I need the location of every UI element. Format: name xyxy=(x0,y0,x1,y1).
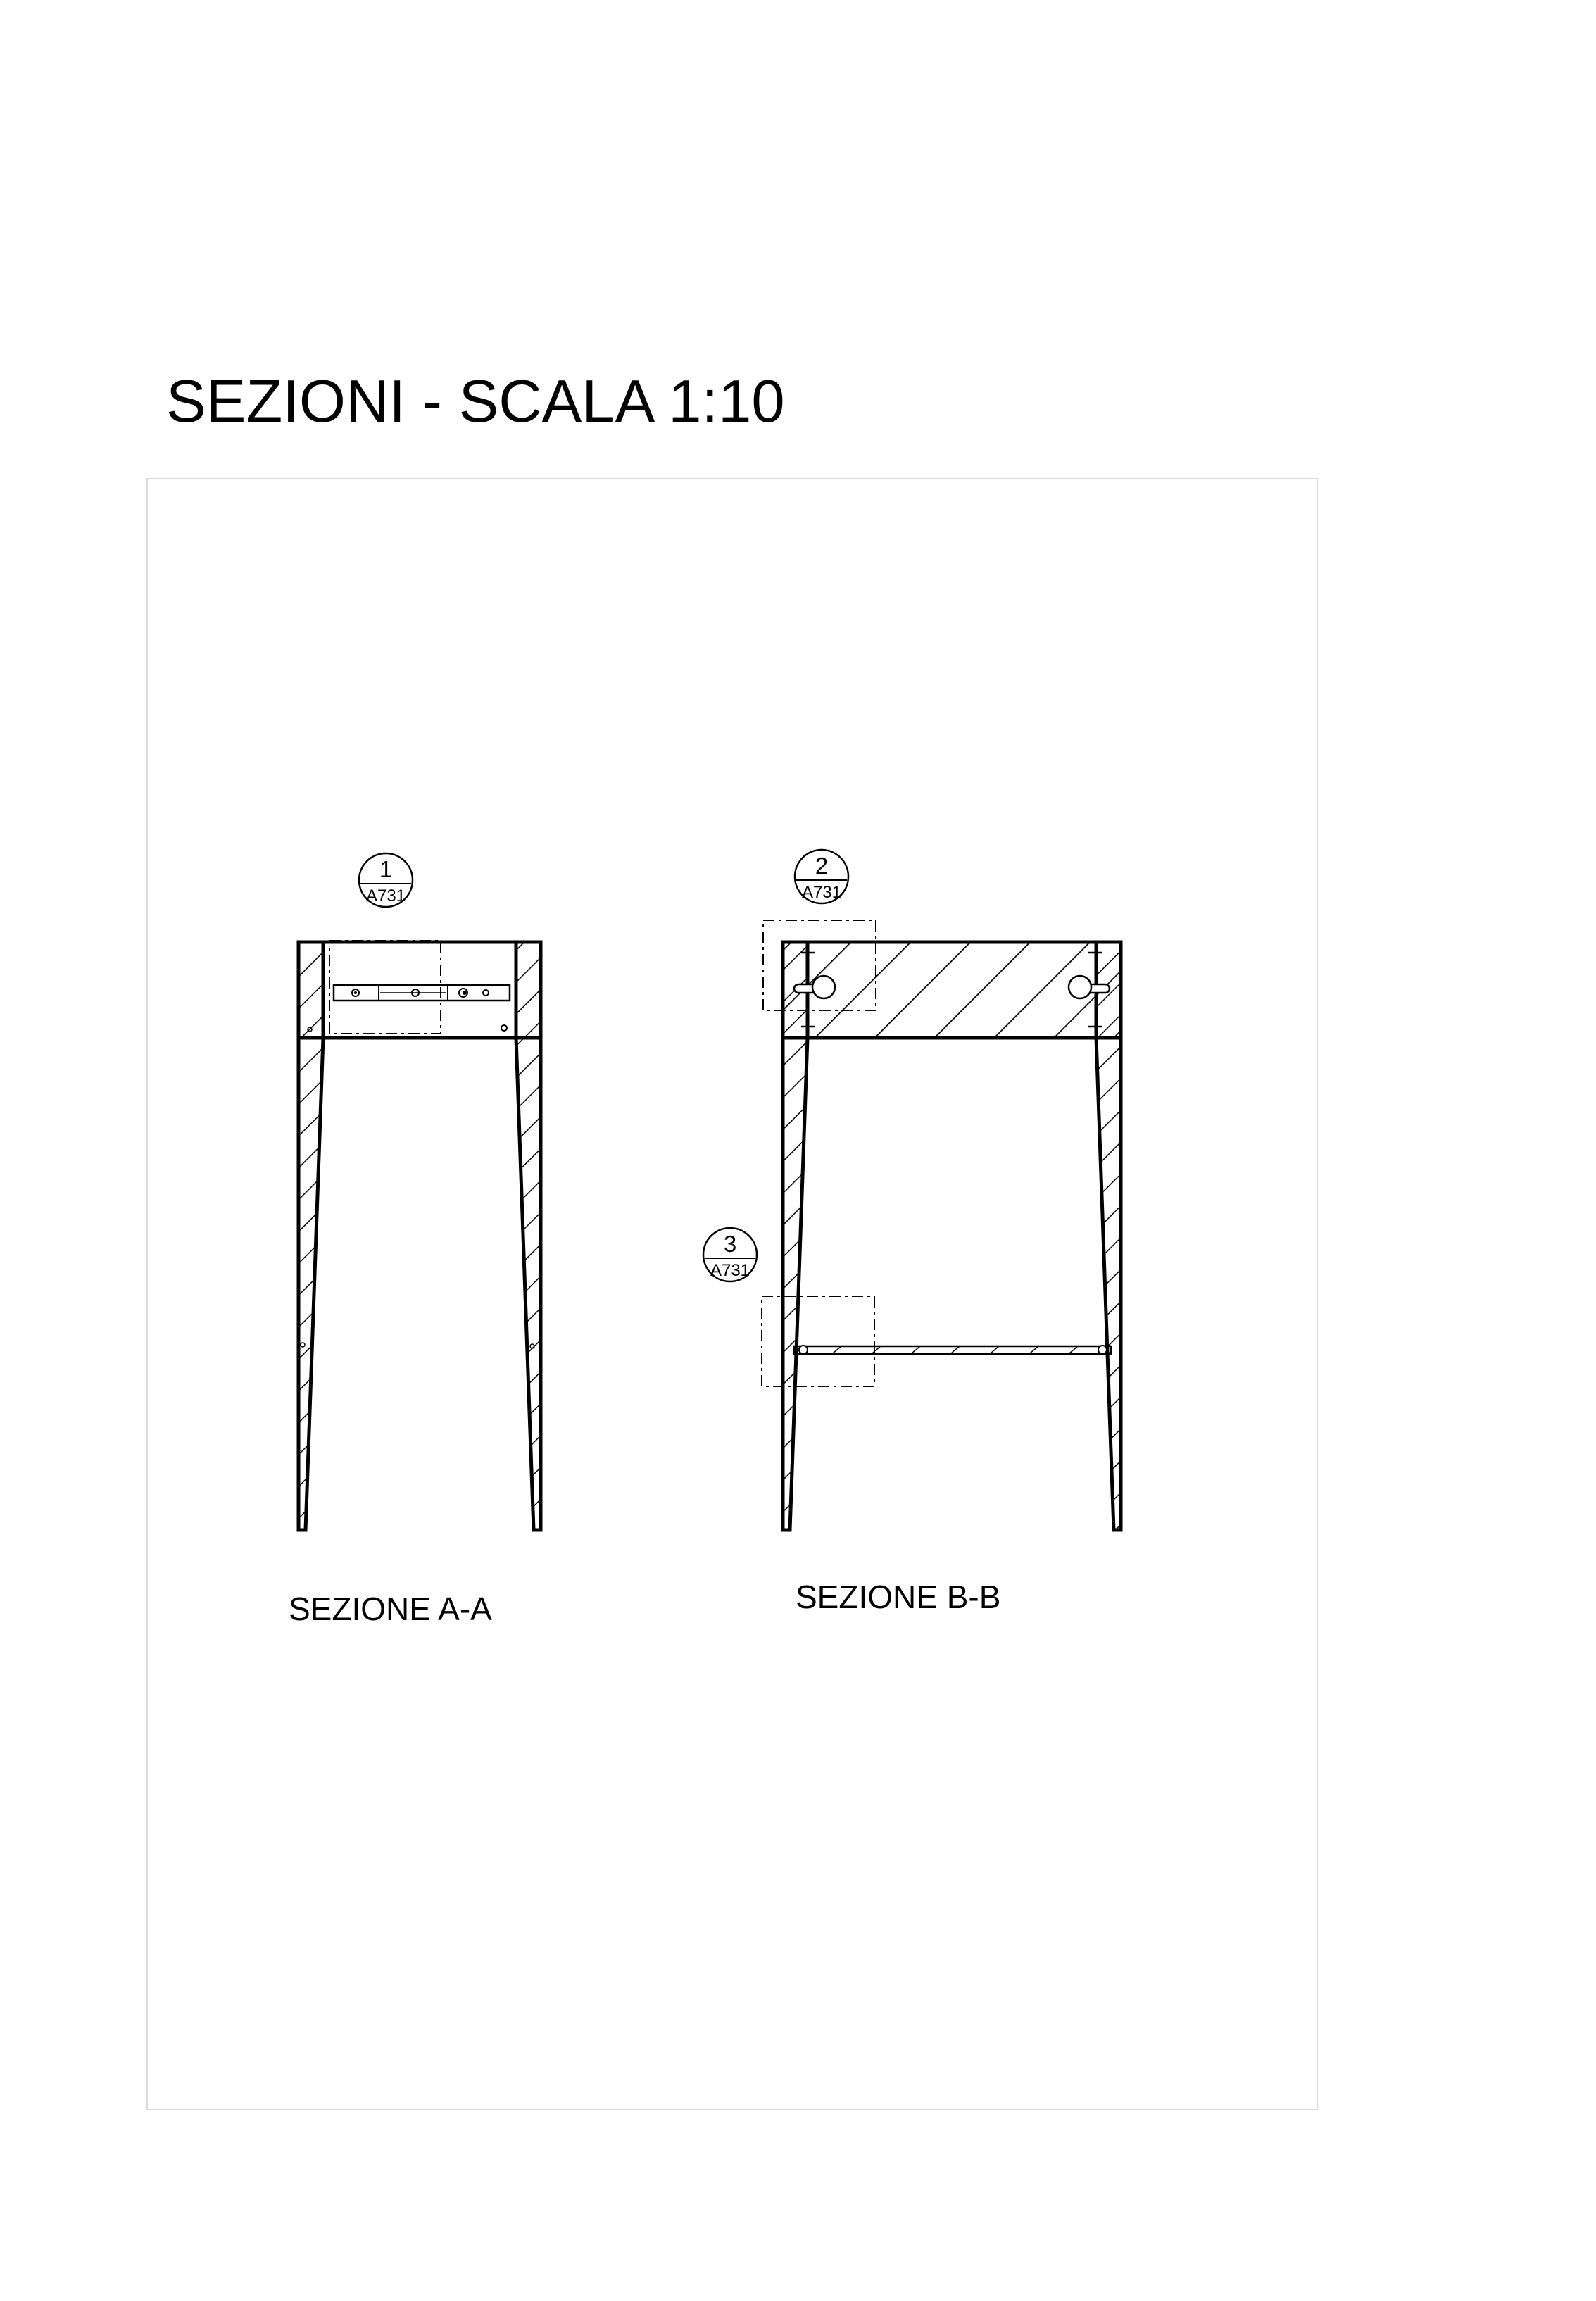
drawer-slide xyxy=(300,984,535,1349)
callout-2-number: 2 xyxy=(815,853,828,879)
caption-section-b-b: SEZIONE B-B xyxy=(796,1579,1000,1615)
callout-2-sheet: A731 xyxy=(802,883,841,902)
page-title: SEZIONI - SCALA 1:10 xyxy=(166,368,785,435)
detail-box-2 xyxy=(762,920,876,1011)
callout-1-number: 1 xyxy=(379,856,392,882)
callout-1-sheet: A731 xyxy=(366,886,406,905)
detail-box-3 xyxy=(761,1296,875,1387)
apron-b xyxy=(781,940,1123,1040)
caption-section-a-a: SEZIONE A-A xyxy=(289,1591,492,1627)
top-fixings xyxy=(793,951,1111,1028)
right-leg-a xyxy=(514,940,543,1532)
callout-3-sheet: A731 xyxy=(710,1261,750,1280)
section-b-b: 2 A731 3 A731 SEZIONE B-B xyxy=(702,848,1123,1615)
callout-2: 2 A731 xyxy=(793,848,850,905)
footrest-rail xyxy=(793,1345,1112,1355)
callout-3-number: 3 xyxy=(724,1231,736,1257)
callout-1: 1 A731 xyxy=(358,852,414,908)
section-a-a: 1 A731 SEZIONE A-A xyxy=(289,852,543,1627)
left-leg-b xyxy=(781,940,810,1532)
left-leg-a xyxy=(296,940,325,1532)
detail-box-1 xyxy=(329,940,441,1034)
callout-3: 3 A731 xyxy=(702,1227,758,1283)
drawing-frame xyxy=(146,478,1318,2110)
right-leg-b xyxy=(1094,940,1123,1532)
